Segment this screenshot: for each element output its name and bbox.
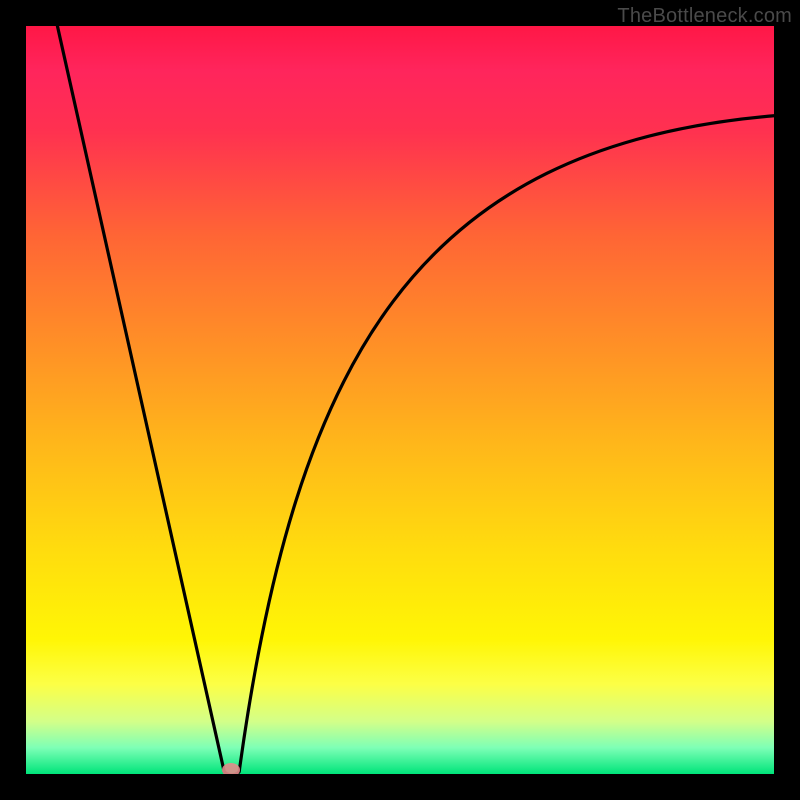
curve-layer — [26, 26, 774, 774]
minimum-marker — [222, 763, 240, 775]
plot-area — [26, 26, 774, 774]
bottleneck-curve — [57, 26, 774, 774]
watermark-text: TheBottleneck.com — [617, 5, 792, 28]
